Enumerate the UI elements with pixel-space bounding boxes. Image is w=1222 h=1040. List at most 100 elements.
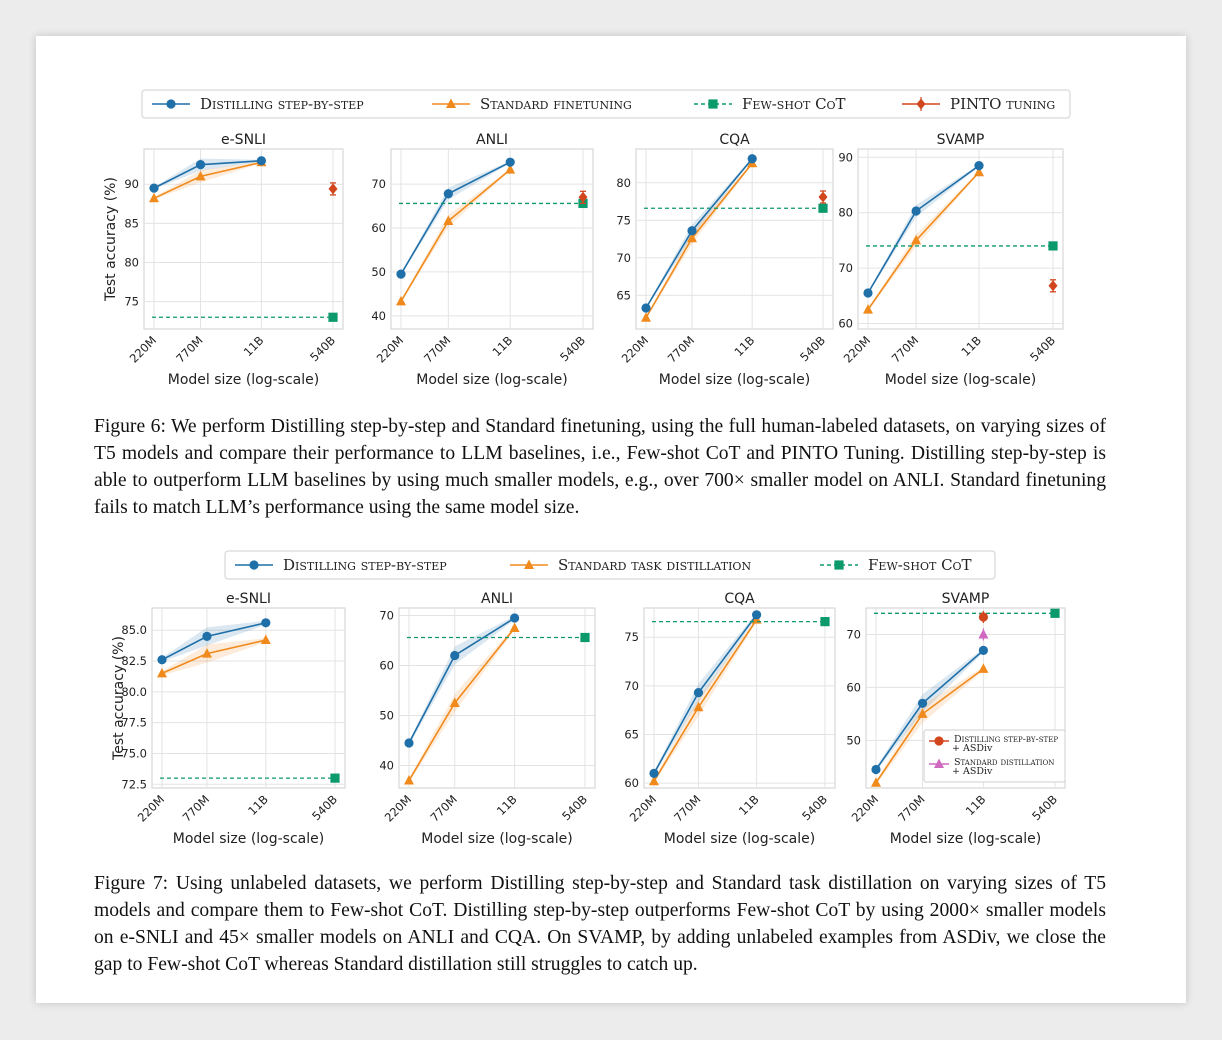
x-axis-label: Model size (log-scale)	[421, 831, 572, 847]
legend-marker-diamond	[916, 98, 926, 110]
y-tick-label: 65	[624, 727, 639, 741]
data-point-pinto-tuning	[578, 191, 588, 203]
panel-title: CQA	[724, 591, 755, 607]
y-tick-label: 80	[838, 206, 853, 220]
y-tick-label: 40	[371, 309, 386, 323]
inset-legend-label: + ASDiv	[952, 766, 993, 777]
legend-label-distilling-step-by-step: Distilling step-by-step	[200, 95, 364, 113]
x-tick-label: 540B	[559, 792, 590, 823]
data-point-few-shot-cot	[580, 632, 590, 643]
panel-title: ANLI	[476, 132, 508, 148]
y-tick-label: 72.5	[121, 777, 147, 791]
y-tick-label: 40	[379, 759, 394, 773]
data-point-standard-distillation-asdiv	[978, 628, 989, 639]
data-point-few-shot-cot	[820, 617, 830, 627]
legend-marker-tri	[446, 98, 456, 108]
data-point-distilling-step-by-step	[911, 206, 921, 216]
confidence-band	[646, 157, 753, 309]
legend-label-few-shot-cot: Few-shot CoT	[742, 95, 846, 113]
x-tick-label: 11B	[736, 792, 762, 818]
y-tick-label: 90	[838, 150, 853, 164]
legend-label-standard-finetuning: Standard finetuning	[480, 95, 632, 113]
inset-legend-label: + ASDiv	[952, 743, 993, 754]
legend-label-pinto-tuning: PINTO tuning	[950, 95, 1055, 113]
y-tick-label: 77.5	[121, 716, 147, 730]
x-axis-label: Model size (log-scale)	[416, 372, 567, 388]
panel-title: e-SNLI	[221, 132, 266, 148]
y-tick-label: 65	[616, 288, 631, 302]
legend-box	[224, 550, 996, 580]
data-point-distilling-step-by-step	[917, 698, 928, 708]
data-point-standard-task-distillation	[917, 708, 928, 718]
data-point-standard-task-distillation	[693, 701, 704, 712]
y-tick-label: 70	[624, 679, 639, 693]
legend-marker-square	[834, 560, 844, 570]
data-point-few-shot-cot	[1050, 608, 1060, 618]
data-point-standard-finetuning	[974, 166, 984, 177]
data-point-pinto-tuning	[1048, 280, 1058, 292]
figure-6-caption: Figure 6: We perform Distilling step-by-…	[94, 416, 1106, 518]
x-tick-label: 11B	[245, 792, 271, 818]
x-tick-label: 220M	[135, 792, 167, 824]
plot-area	[143, 148, 344, 330]
data-point-standard-task-distillation	[871, 777, 881, 787]
data-point-standard-finetuning	[149, 192, 159, 203]
data-point-standard-task-distillation	[201, 648, 212, 658]
legend-label-few-shot-cot: Few-shot CoT	[868, 556, 972, 574]
panel-e-snli: 72.5 75.0 77.5 80.0 82.5 85.0 220M 770M 11B 540B e…	[111, 591, 346, 847]
y-tick-label: 90	[124, 177, 139, 191]
x-tick-label: 770M	[427, 792, 459, 824]
y-axis-label: Test accuracy (%)	[103, 177, 119, 302]
figure-6-legend: Distilling step-by-step Standard finetuni…	[141, 89, 1071, 119]
y-tick-label: 70	[371, 177, 386, 191]
data-point-standard-finetuning	[195, 170, 206, 181]
x-tick-label: 220M	[849, 792, 881, 824]
x-tick-label: 540B	[1029, 792, 1060, 823]
legend-marker-square	[708, 99, 718, 109]
y-tick-label: 85.0	[121, 623, 147, 637]
inset-legend-box	[923, 729, 1066, 783]
legend-label-standard-task-distillation: Standard task distillation	[558, 556, 751, 574]
y-tick-label: 60	[838, 316, 853, 330]
x-axis-label: Model size (log-scale)	[173, 831, 324, 847]
y-tick-label: 60	[624, 776, 639, 790]
data-point-distilling-step-by-step	[505, 157, 515, 167]
confidence-band	[409, 626, 515, 783]
inset-legend-marker	[934, 758, 944, 768]
data-point-distilling-step-by-step	[693, 688, 704, 698]
data-point-distilling-step-by-step	[202, 631, 212, 641]
panel-title: SVAMP	[942, 591, 990, 607]
data-point-few-shot-cot	[1048, 241, 1058, 251]
legend-marker-tri	[524, 559, 534, 569]
inset-legend-label: Distilling step-by-step	[954, 734, 1058, 745]
y-tick-label: 80	[124, 255, 139, 269]
confidence-band	[646, 162, 753, 319]
data-point-standard-finetuning	[687, 232, 698, 243]
data-point-distilling-step-by-step	[149, 183, 159, 193]
y-tick-label: 75	[624, 630, 639, 644]
data-point-standard-task-distillation	[649, 775, 659, 786]
figure-7-legend: Distilling step-by-step Standard task dis…	[224, 550, 996, 580]
data-point-distilling-step-by-step	[404, 738, 414, 748]
x-tick-label: 770M	[895, 792, 927, 824]
x-tick-label: 220M	[382, 792, 414, 824]
data-point-standard-task-distillation	[449, 697, 460, 707]
data-point-distilling-step-by-step	[443, 189, 453, 199]
plot-area	[151, 607, 346, 789]
inset-legend-marker	[934, 736, 944, 746]
x-tick-label: 11B	[963, 792, 989, 818]
panel-svamp: 50 60 70 220M 770M 11B 540B SVAMP Model size (lo…	[846, 591, 1066, 847]
y-tick-label: 75	[616, 213, 631, 227]
data-point-distilling-step-by-step	[450, 650, 460, 661]
y-tick-label: 50	[846, 733, 861, 747]
x-tick-label: 11B	[494, 792, 520, 818]
data-point-few-shot-cot	[330, 773, 340, 783]
y-tick-label: 60	[846, 680, 861, 694]
legend-box	[141, 89, 1071, 119]
plot-area	[398, 607, 596, 789]
y-tick-label: 70	[379, 609, 394, 623]
data-point-standard-task-distillation	[157, 667, 167, 678]
panel-title: SVAMP	[937, 132, 985, 148]
